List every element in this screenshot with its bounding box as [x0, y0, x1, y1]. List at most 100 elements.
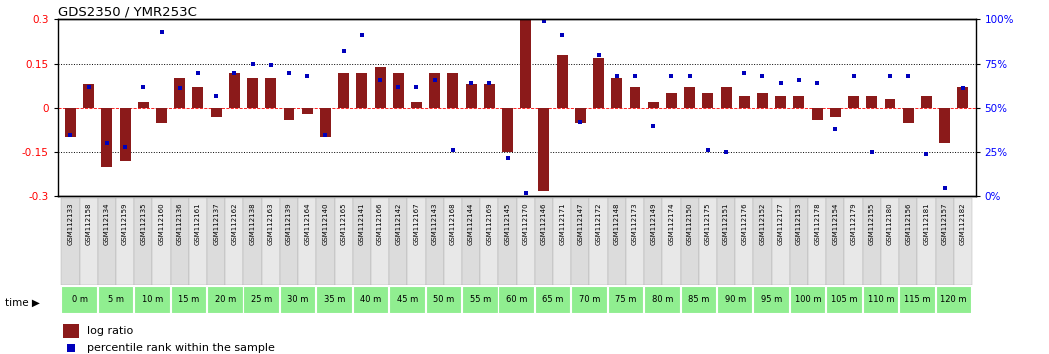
Bar [317, 198, 335, 285]
Bar [462, 198, 480, 285]
Bar [827, 198, 844, 285]
Text: GSM112180: GSM112180 [887, 202, 893, 245]
Bar [352, 286, 388, 313]
Text: GSM112142: GSM112142 [395, 202, 402, 245]
Bar [320, 108, 330, 137]
Bar [498, 198, 516, 285]
Bar [716, 198, 735, 285]
Bar [572, 198, 590, 285]
Bar [207, 198, 226, 285]
Bar [302, 108, 313, 114]
Bar [775, 96, 786, 108]
Bar [134, 286, 170, 313]
Bar [61, 286, 97, 313]
Bar [884, 99, 896, 108]
Bar [862, 286, 898, 313]
Bar [261, 198, 280, 285]
Bar [921, 96, 932, 108]
Bar [61, 198, 80, 285]
Bar [757, 93, 768, 108]
Text: GSM112178: GSM112178 [814, 202, 820, 245]
Text: 120 m: 120 m [941, 295, 967, 304]
Bar [429, 73, 441, 108]
Bar [593, 58, 604, 108]
Bar [647, 102, 659, 108]
Bar [793, 96, 805, 108]
Bar [812, 108, 822, 120]
Bar [171, 198, 189, 285]
Bar [790, 198, 808, 285]
Bar [298, 198, 317, 285]
Bar [553, 198, 572, 285]
Bar [881, 198, 899, 285]
Bar [407, 198, 426, 285]
Bar [462, 286, 497, 313]
Bar [317, 286, 351, 313]
Text: GSM112167: GSM112167 [413, 202, 420, 245]
Bar [211, 108, 221, 117]
Text: GSM112137: GSM112137 [213, 202, 219, 245]
Bar [954, 198, 972, 285]
Bar [572, 286, 606, 313]
Text: GSM112153: GSM112153 [796, 202, 801, 245]
Bar [629, 87, 641, 108]
Bar [716, 286, 752, 313]
Text: GSM112171: GSM112171 [559, 202, 565, 245]
Bar [357, 73, 367, 108]
Bar [392, 73, 404, 108]
Text: GSM112139: GSM112139 [286, 202, 292, 245]
Bar [753, 286, 789, 313]
Bar [226, 198, 243, 285]
Text: GSM112136: GSM112136 [176, 202, 183, 245]
Text: GSM112158: GSM112158 [86, 202, 91, 245]
Text: log ratio: log ratio [87, 326, 133, 336]
Bar [374, 67, 385, 108]
Bar [65, 108, 76, 137]
Text: GSM112164: GSM112164 [304, 202, 311, 245]
Text: GSM112151: GSM112151 [723, 202, 729, 245]
Text: GSM112152: GSM112152 [759, 202, 766, 245]
Bar [389, 286, 425, 313]
Text: GDS2350 / YMR253C: GDS2350 / YMR253C [58, 5, 196, 18]
Bar [134, 198, 152, 285]
Text: GSM112138: GSM112138 [250, 202, 256, 245]
Bar [790, 286, 826, 313]
Text: GSM112148: GSM112148 [614, 202, 620, 245]
Text: 55 m: 55 m [470, 295, 491, 304]
Text: GSM112166: GSM112166 [377, 202, 383, 245]
Text: GSM112155: GSM112155 [869, 202, 875, 245]
Text: 20 m: 20 m [215, 295, 236, 304]
Text: 75 m: 75 m [615, 295, 637, 304]
Bar [830, 108, 841, 117]
Bar [535, 286, 571, 313]
Bar [152, 198, 171, 285]
Bar [939, 108, 950, 143]
Bar [958, 87, 968, 108]
Bar [862, 198, 881, 285]
Bar [699, 198, 716, 285]
Bar [448, 73, 458, 108]
Text: GSM112175: GSM112175 [705, 202, 711, 245]
Text: GSM112140: GSM112140 [322, 202, 328, 245]
Bar [171, 286, 206, 313]
Bar [681, 198, 699, 285]
Text: 105 m: 105 m [831, 295, 858, 304]
Text: GSM112179: GSM112179 [851, 202, 857, 245]
Text: GSM112174: GSM112174 [668, 202, 675, 245]
Bar [866, 96, 877, 108]
Bar [335, 198, 352, 285]
Text: 60 m: 60 m [506, 295, 528, 304]
Bar [352, 198, 371, 285]
Text: 30 m: 30 m [287, 295, 308, 304]
Text: GSM112165: GSM112165 [341, 202, 346, 245]
Bar [174, 79, 186, 108]
Text: GSM112170: GSM112170 [522, 202, 529, 245]
Bar [498, 286, 534, 313]
Text: GSM112133: GSM112133 [67, 202, 73, 245]
Bar [936, 286, 971, 313]
Text: 50 m: 50 m [433, 295, 454, 304]
Bar [516, 198, 535, 285]
Bar [189, 198, 207, 285]
Bar [753, 198, 772, 285]
Bar [207, 286, 242, 313]
